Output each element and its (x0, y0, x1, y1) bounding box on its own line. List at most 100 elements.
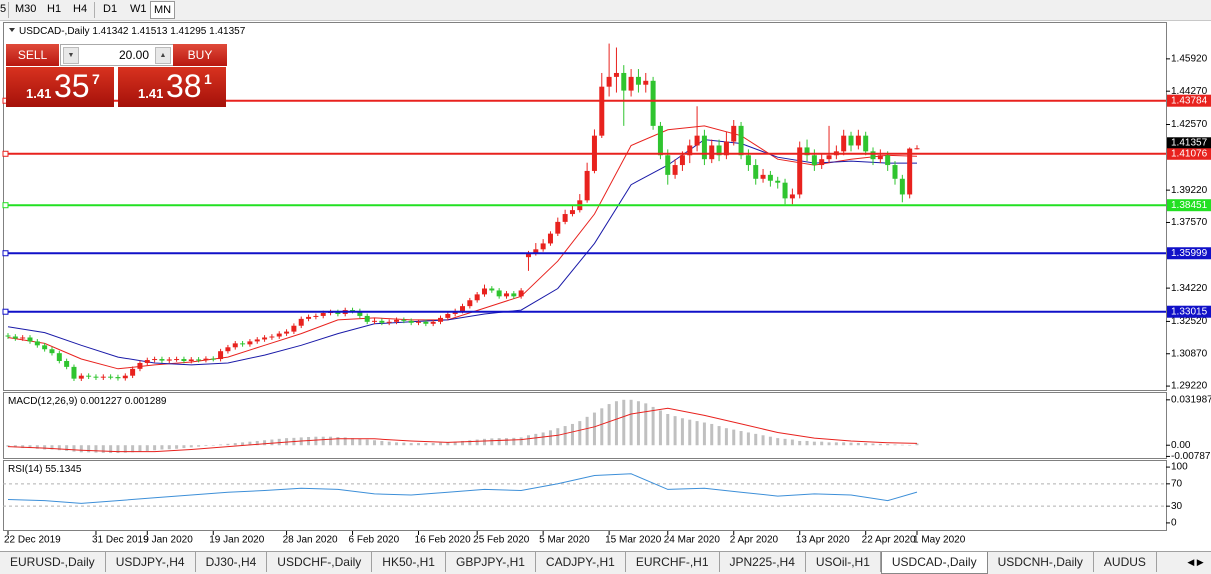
lot-size[interactable]: ▼ 20.00 ▲ (60, 44, 174, 66)
chart-tab[interactable]: USDCAD-,Daily (880, 552, 988, 574)
macd-bar (820, 441, 824, 446)
chart-tab[interactable]: USDCNH-,Daily (988, 552, 1094, 572)
candle-body (78, 375, 84, 379)
candle-body (826, 155, 832, 160)
x-tick-label: 22 Dec 2019 (4, 535, 61, 546)
chart-tab[interactable]: EURCHF-,H1 (626, 552, 720, 572)
candle-body (745, 155, 751, 166)
timeframe-button[interactable]: MN (150, 1, 176, 19)
candle-body (122, 375, 128, 379)
candle-body (416, 321, 422, 323)
separator (8, 2, 9, 18)
macd-bar (651, 406, 655, 446)
chart-tabs: EURUSD-,Daily USDJPY-,H4 DJ30-,H4 USDCHF-,D… (0, 551, 1180, 574)
level-label: 1.43784 (1171, 95, 1208, 106)
macd-bar (453, 441, 457, 446)
chart-tab[interactable]: CADJPY-,H1 (536, 552, 626, 572)
candle-body (481, 288, 487, 295)
sell-price[interactable]: 1.41 35 7 (6, 67, 114, 107)
candle-body (628, 76, 634, 91)
candle-body (108, 376, 114, 378)
chart-tab[interactable]: DJ30-,H4 (196, 552, 268, 572)
y-tick-label: 0.031987 (1171, 394, 1211, 405)
timeframe-toolbar: 5 M30 H1 H4 D1 W1 MN (0, 0, 1211, 21)
open: 1.41342 (92, 26, 129, 37)
timeframe-button[interactable]: W1 (130, 3, 147, 15)
chart-tab[interactable]: USDJPY-,H4 (106, 552, 196, 572)
increase[interactable]: ▲ (155, 47, 171, 64)
timeframe-button[interactable]: 5 (0, 3, 7, 15)
current-price-box (1167, 137, 1211, 149)
macd-bar (512, 437, 516, 446)
level-label-box (1167, 199, 1211, 212)
timeframe-button[interactable]: D1 (103, 3, 118, 15)
timeframe-button[interactable]: M30 (15, 3, 37, 15)
buy-price[interactable]: 1.41 38 1 (118, 67, 226, 107)
macd-bar (109, 445, 113, 454)
candle-body (386, 321, 392, 323)
chart-tab[interactable]: AUDUS (1094, 552, 1157, 572)
macd-bar (754, 433, 758, 446)
macd-bar (160, 445, 164, 450)
chart-tab[interactable]: JPN225-,H4 (720, 552, 806, 572)
macd-bar (908, 444, 912, 446)
candle-body (621, 72, 627, 91)
macd-bar (490, 438, 494, 446)
level-label-box (1167, 94, 1211, 107)
chart-tab[interactable]: HK50-,H1 (372, 552, 446, 572)
candle-body (423, 321, 429, 324)
candle-body (86, 375, 92, 377)
candle-body (445, 313, 451, 318)
macd-bar (373, 440, 377, 446)
candle-body (49, 349, 55, 354)
chart-tab[interactable]: USOil-,H1 (806, 552, 881, 572)
candle-body (562, 214, 568, 222)
macd-bar (732, 429, 736, 446)
buy-button[interactable]: BUY (173, 44, 227, 66)
x-tick-label: 24 Mar 2020 (664, 535, 721, 546)
candle-body (767, 174, 773, 181)
timeframe-button[interactable]: H4 (73, 3, 88, 15)
candle-body (716, 145, 722, 156)
macd-bar (461, 440, 464, 446)
macd-bar (116, 445, 120, 454)
candle-body (841, 135, 847, 152)
candle-body (372, 320, 378, 322)
candle-body (130, 368, 136, 376)
y-tick-label: 100 (1171, 462, 1188, 473)
macd-bar (710, 423, 714, 446)
macd-bar (556, 428, 560, 446)
macd-bar (827, 442, 831, 446)
macd-bar (424, 443, 428, 446)
indicator-line (7, 139, 917, 366)
decrease[interactable]: ▼ (63, 47, 79, 64)
macd-bar (270, 439, 274, 446)
one-click-trading: SELL ▼ 20.00 ▲ BUY 1.41 35 7 1.41 38 1 (6, 44, 227, 108)
macd-bar (570, 423, 574, 446)
candle-body (606, 76, 612, 87)
level-handle (2, 250, 9, 257)
macd-bar (886, 444, 890, 446)
chart-tab[interactable]: EURUSD-,Daily (0, 552, 106, 572)
timeframe-button[interactable]: H1 (47, 3, 62, 15)
macd-bar (153, 445, 157, 451)
macd-bar (409, 443, 413, 446)
y-tick-label: -0.007879 (1171, 451, 1211, 462)
chart-tab[interactable]: GBPJPY-,H1 (446, 552, 536, 572)
macd-bar (233, 443, 237, 446)
macd-bar (548, 430, 552, 446)
chart-tab[interactable]: USDCHF-,Daily (267, 552, 373, 572)
sell-button[interactable]: SELL (6, 44, 59, 66)
candle-body (232, 343, 238, 348)
macd-bar (329, 436, 333, 446)
candle-body (899, 178, 905, 195)
x-tick-label: 19 Jan 2020 (209, 535, 264, 546)
dropdown-icon[interactable] (9, 28, 15, 32)
macd-bar (856, 442, 860, 446)
macd-bar (72, 445, 76, 452)
macd-bar (395, 442, 399, 446)
tab-scroll[interactable]: ◀ ▶ (1180, 551, 1211, 574)
candle-body (753, 165, 759, 179)
candle-body (496, 290, 502, 297)
